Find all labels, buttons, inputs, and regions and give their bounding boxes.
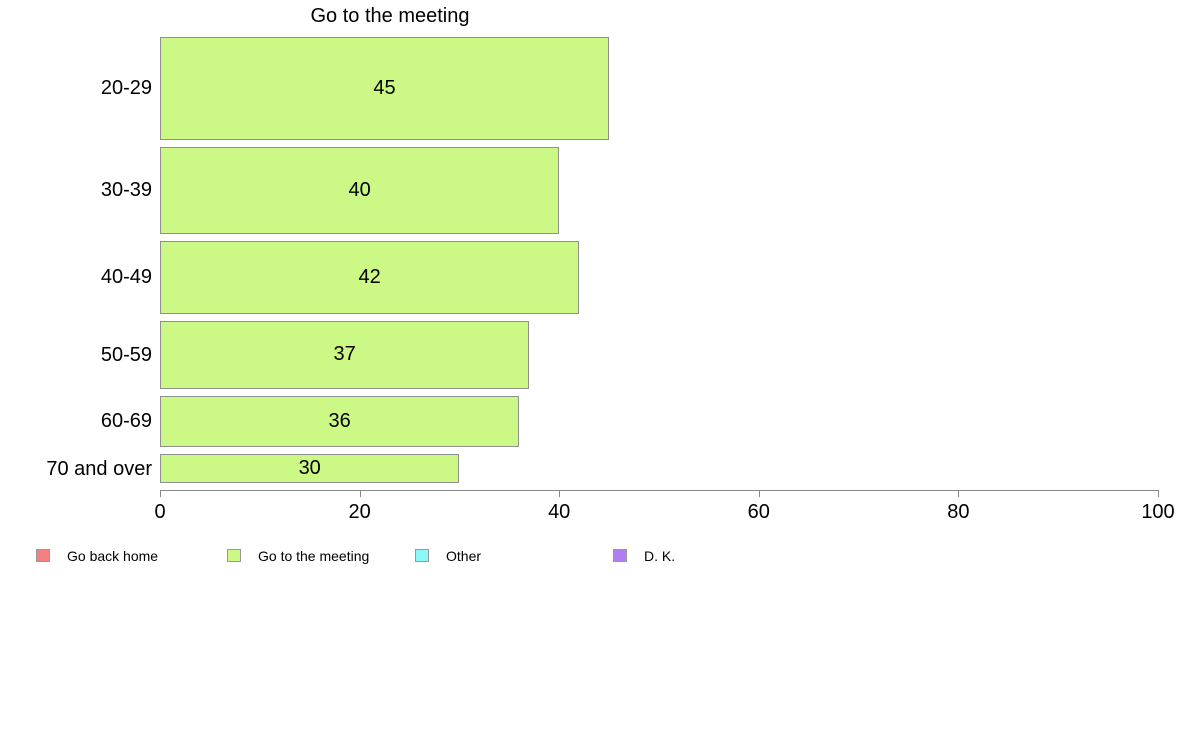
bar-value-label: 36 — [328, 409, 351, 432]
bar-60-69: 36 — [160, 395, 520, 448]
x-axis-tick — [359, 490, 361, 497]
bar-value-label: 42 — [358, 265, 381, 288]
bar-50-59: 37 — [160, 320, 530, 389]
category-label: 40-49 — [100, 266, 152, 289]
x-axis-tick-label: 60 — [747, 501, 770, 523]
bar-20-29: 45 — [160, 37, 610, 140]
bar-value-label: 40 — [348, 178, 371, 201]
bar-70 and over: 30 — [160, 454, 460, 484]
bar-value-label: 30 — [298, 457, 321, 480]
bar-value-label: 37 — [333, 343, 356, 366]
category-label: 20-29 — [100, 77, 152, 100]
x-axis-tick-label: 20 — [348, 501, 371, 523]
legend-label-3: Other — [446, 548, 482, 564]
category-label: 50-59 — [100, 343, 152, 366]
x-axis-tick — [758, 490, 760, 497]
legend-swatch-4 — [613, 549, 627, 562]
bar-30-39: 40 — [160, 147, 560, 234]
category-label: 60-69 — [100, 410, 152, 433]
bar-value-label: 45 — [373, 76, 396, 99]
x-axis-tick-label: 100 — [1141, 501, 1175, 523]
category-label: 70 and over — [46, 457, 152, 480]
x-axis-line — [160, 490, 1158, 491]
x-axis-tick — [958, 490, 960, 497]
x-axis-tick — [160, 490, 161, 497]
x-axis-tick — [559, 490, 561, 497]
x-axis-tick-label: 0 — [154, 501, 166, 523]
chart-title: Go to the meeting — [310, 5, 470, 27]
x-axis-tick — [1158, 490, 1159, 497]
legend-swatch-3 — [415, 549, 429, 562]
legend-label-4: D. K. — [644, 548, 676, 564]
bar-40-49: 42 — [160, 241, 580, 314]
x-axis-tick-label: 80 — [947, 501, 970, 523]
legend-swatch-1 — [36, 549, 50, 562]
x-axis-tick-label: 40 — [548, 501, 571, 523]
legend-label-1: Go back home — [67, 548, 159, 564]
legend-label-2: Go to the meeting — [258, 548, 370, 564]
legend-swatch-2 — [227, 549, 241, 562]
category-label: 30-39 — [100, 179, 152, 202]
